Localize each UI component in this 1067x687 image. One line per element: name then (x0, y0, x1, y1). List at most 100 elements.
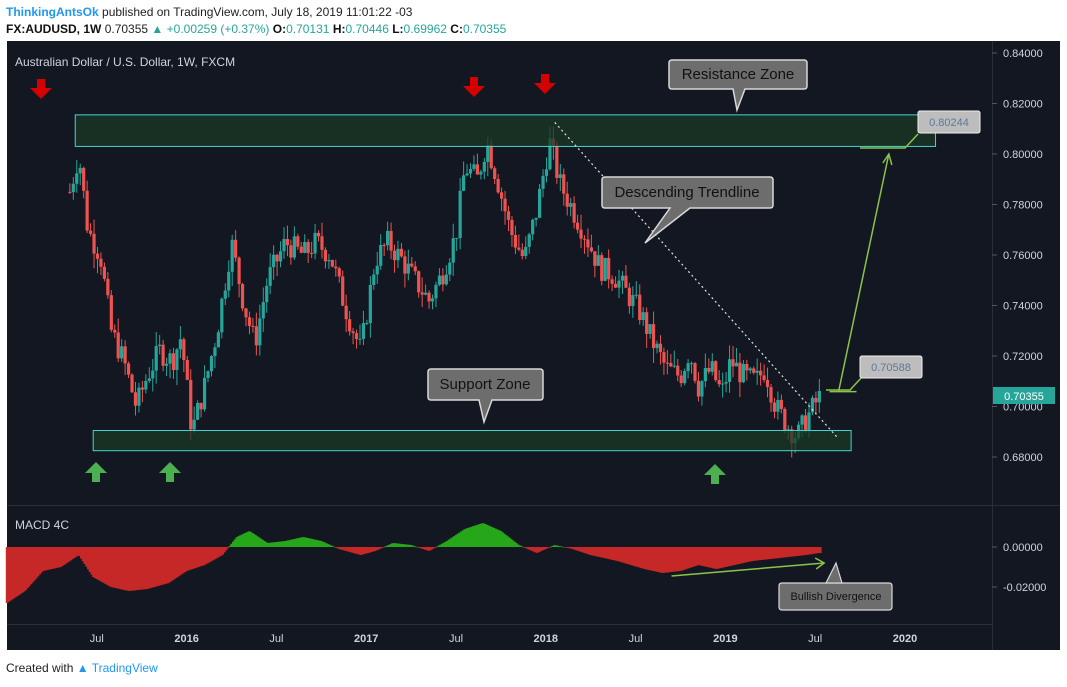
macd-bar (651, 547, 655, 571)
macd-bar (637, 547, 641, 568)
candle-body (455, 237, 459, 239)
macd-bar (788, 547, 791, 557)
macd-bar (375, 547, 378, 551)
macd-bar (168, 547, 171, 583)
macd-bar (596, 547, 599, 557)
candle-body (679, 375, 683, 384)
macd-bar (532, 547, 535, 552)
macd-bar (648, 547, 651, 571)
candle-body (434, 284, 438, 299)
macd-bar (763, 547, 767, 560)
macd-bar (176, 547, 180, 577)
macd-bar (620, 547, 623, 563)
macd-bar (16, 547, 19, 597)
candle-body (465, 173, 469, 176)
macd-bar (594, 547, 598, 557)
macd-bar (195, 547, 199, 568)
candle-body (137, 387, 141, 406)
macd-bar (207, 547, 211, 563)
candle-body (185, 359, 189, 380)
macd-bar (641, 547, 644, 569)
candle-body (803, 415, 808, 432)
time-tick-label: Jul (90, 633, 104, 645)
candle-body (520, 249, 524, 257)
macd-bar (453, 536, 456, 547)
macd-bar (131, 547, 135, 591)
candle-body (196, 402, 200, 420)
macd-bar (418, 547, 421, 548)
candle-body (334, 266, 338, 269)
macd-bar (630, 547, 634, 566)
target-projection-line (837, 153, 890, 392)
candle-body (189, 379, 193, 430)
macd-bar (337, 547, 340, 549)
candle-body (320, 236, 324, 250)
macd-bar (197, 547, 200, 567)
candle-body (693, 363, 697, 381)
time-tick-label: 2016 (174, 633, 198, 645)
tradingview-brand-link[interactable]: TradingView (91, 661, 158, 675)
macd-bar (639, 547, 642, 568)
author-link[interactable]: ThinkingAntsOk (6, 5, 99, 19)
candle-body (420, 292, 424, 295)
macd-bar (86, 547, 90, 570)
macd-bar (371, 547, 375, 552)
macd-bar (817, 547, 820, 554)
candle-body (731, 359, 735, 367)
macd-bar (31, 547, 35, 583)
divergence-line (671, 562, 825, 577)
macd-bar (722, 547, 725, 568)
candle-body (562, 174, 566, 194)
tradingview-logo-icon: ▲ (76, 661, 89, 675)
time-tick-label: 2019 (713, 633, 737, 645)
candle-body (769, 387, 773, 403)
macd-bar (556, 545, 560, 547)
candle-body (209, 356, 214, 372)
macd-bar (67, 547, 71, 562)
candle-body (164, 363, 169, 366)
candle-body (92, 233, 96, 254)
candle-body (413, 266, 417, 272)
macd-bar (29, 547, 33, 585)
current-price-tag: 0.70355 (993, 387, 1055, 404)
candle-body (665, 362, 669, 364)
macd-bar (36, 547, 40, 577)
candle-body (721, 383, 725, 385)
macd-bar (482, 523, 485, 547)
low-value: 0.69962 (403, 22, 447, 36)
candle-body (482, 161, 486, 172)
candle-body (817, 391, 821, 403)
macd-bar (720, 547, 724, 568)
candle-body (213, 347, 217, 357)
candle-body (348, 319, 352, 332)
candle-body (700, 381, 704, 397)
macd-bar (751, 547, 755, 561)
macd-bar (615, 547, 618, 561)
resistance-callout: Resistance Zone (668, 59, 808, 113)
macd-bar (237, 536, 240, 547)
candle-body (810, 397, 815, 413)
candle-body (417, 271, 421, 293)
footer: Created with ▲ TradingView (6, 661, 158, 675)
price-label-080244-text: 0.80244 (929, 117, 969, 129)
macd-bar (137, 547, 140, 590)
candle-body (672, 365, 676, 367)
macd-bar (814, 547, 817, 554)
macd-bar (793, 547, 796, 557)
macd-bar (342, 547, 345, 551)
candle-body (531, 219, 535, 235)
macd-bar (19, 547, 23, 594)
macd-bar (105, 547, 109, 585)
macd-bar (432, 547, 435, 549)
macd-bar (199, 547, 202, 567)
macd-bar (169, 547, 173, 582)
macd-bar (366, 547, 370, 554)
macd-bar (549, 546, 553, 548)
candle-body (303, 242, 307, 253)
candle-body (102, 266, 106, 279)
macd-bar (294, 538, 297, 547)
trendline-layer (554, 122, 893, 438)
macd-bar (784, 547, 788, 558)
macd-bar (701, 547, 705, 566)
